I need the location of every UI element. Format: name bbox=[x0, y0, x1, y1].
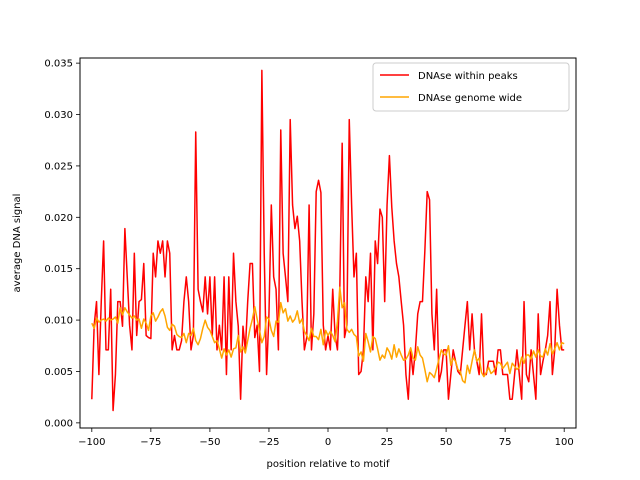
x-tick-label: 0 bbox=[325, 437, 331, 448]
x-tick-label: 50 bbox=[440, 437, 453, 448]
y-tick-label: 0.000 bbox=[44, 418, 73, 429]
legend-label-genome-wide: DNAse genome wide bbox=[418, 93, 522, 104]
y-axis-label: average DNA signal bbox=[12, 194, 23, 293]
y-tick-label: 0.010 bbox=[44, 316, 73, 327]
x-axis-ticks: −100 −75 −50 −25 0 25 50 75 100 bbox=[78, 428, 574, 448]
y-tick-label: 0.005 bbox=[44, 367, 73, 378]
y-tick-label: 0.030 bbox=[44, 110, 73, 121]
x-tick-label: −75 bbox=[140, 437, 161, 448]
legend-box bbox=[372, 62, 570, 112]
x-tick-label: 75 bbox=[499, 437, 512, 448]
y-tick-label: 0.025 bbox=[44, 161, 73, 172]
legend-label-within-peaks: DNAse within peaks bbox=[418, 71, 518, 82]
x-axis-label: position relative to motif bbox=[267, 459, 390, 470]
y-tick-label: 0.015 bbox=[44, 264, 73, 275]
y-tick-label: 0.020 bbox=[44, 213, 73, 224]
x-tick-label: −25 bbox=[258, 437, 279, 448]
y-axis-ticks: 0.000 0.005 0.010 0.015 0.020 0.025 0.030 0.035 bbox=[44, 59, 80, 429]
x-tick-label: −100 bbox=[78, 437, 105, 448]
legend: DNAse within peaks DNAse genome wide bbox=[372, 62, 570, 112]
x-tick-label: 100 bbox=[555, 437, 574, 448]
plot-lines bbox=[91, 69, 565, 412]
x-tick-label: −50 bbox=[199, 437, 220, 448]
x-tick-label: 25 bbox=[381, 437, 394, 448]
series-line-genome-wide bbox=[91, 286, 565, 384]
series-line-within-peaks bbox=[91, 69, 565, 412]
y-tick-label: 0.035 bbox=[44, 59, 73, 70]
plot-frame bbox=[79, 57, 577, 429]
